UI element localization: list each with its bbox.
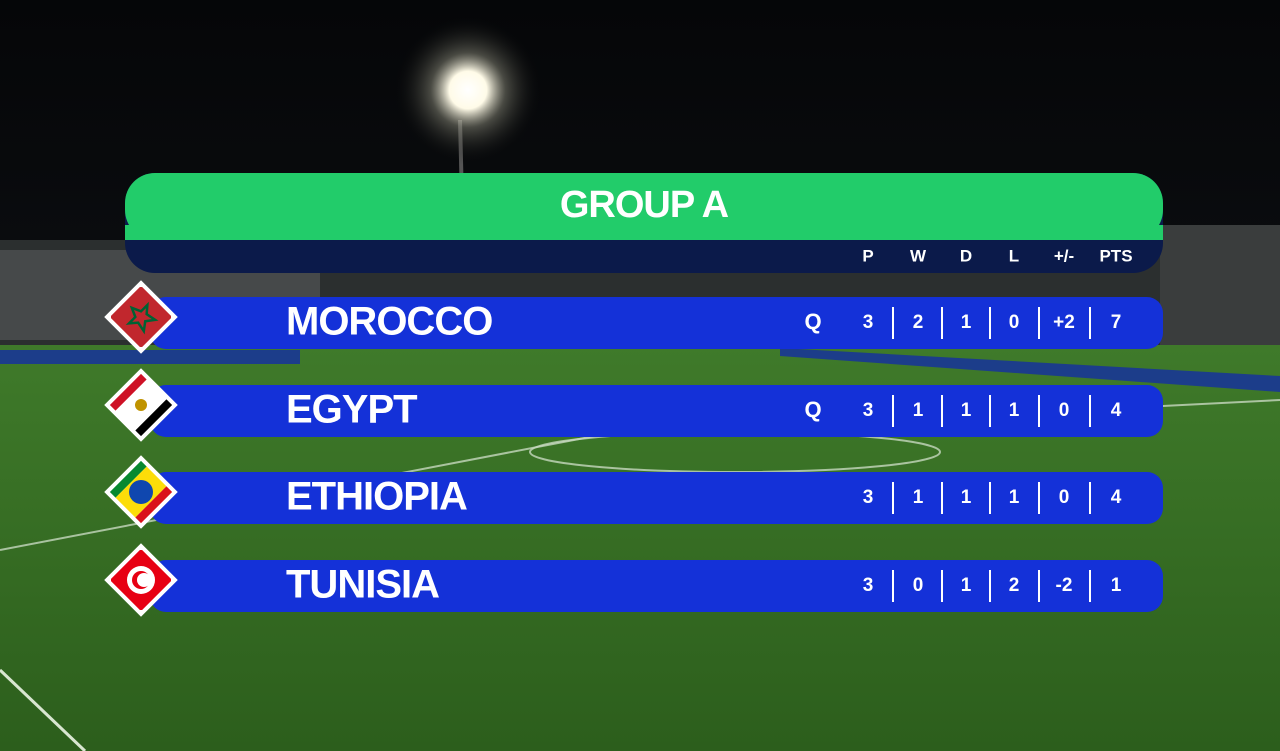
stat-value: 1 — [913, 400, 924, 421]
flag-crescent-cut — [137, 573, 151, 587]
column-header: PTS — [1099, 246, 1132, 265]
stat-value: 3 — [863, 400, 874, 421]
team-name: EGYPT — [286, 388, 417, 432]
row-bar — [150, 560, 1163, 612]
team-name: MOROCCO — [286, 300, 492, 344]
team-name: TUNISIA — [286, 563, 439, 607]
stat-value: 7 — [1111, 312, 1122, 333]
stat-value: 3 — [863, 575, 874, 596]
column-header: +/- — [1054, 246, 1074, 265]
stat-value: 0 — [1009, 312, 1020, 333]
flag-emblem — [129, 480, 153, 504]
column-header: P — [862, 246, 873, 265]
stat-value: 0 — [1059, 487, 1070, 508]
row-bar — [150, 472, 1163, 524]
stat-value: +2 — [1053, 312, 1075, 333]
stat-value: 4 — [1111, 400, 1122, 421]
column-header: W — [910, 246, 927, 265]
team-row: MOROCCO Q 3 2 1 0 +2 7 — [104, 280, 1163, 354]
stat-value: 0 — [913, 575, 924, 596]
qualified-mark: Q — [804, 397, 821, 422]
standings-graphic: GROUP A P W D L +/- PTS MOROCCO Q 3 2 1 0 +2 7 EGYPT Q… — [104, 173, 1163, 617]
stat-value: 1 — [961, 400, 972, 421]
stat-value: 1 — [961, 575, 972, 596]
stat-value: 2 — [913, 312, 924, 333]
stat-value: 1 — [1009, 487, 1020, 508]
team-row: TUNISIA 3 0 1 2 -2 1 — [104, 543, 1163, 617]
stat-value: 1 — [1009, 400, 1020, 421]
stat-value: 3 — [863, 487, 874, 508]
flag-star — [125, 301, 159, 335]
column-header: L — [1009, 246, 1019, 265]
stat-value: 1 — [961, 487, 972, 508]
group-title: GROUP A — [560, 184, 729, 226]
stat-value: 3 — [863, 312, 874, 333]
column-header: D — [960, 246, 972, 265]
stat-value: -2 — [1056, 575, 1073, 596]
stat-value: 1 — [1111, 575, 1122, 596]
stat-value: 0 — [1059, 400, 1070, 421]
row-bar — [150, 385, 1163, 437]
team-name: ETHIOPIA — [286, 475, 467, 519]
qualified-mark: Q — [804, 309, 821, 334]
stat-value: 1 — [961, 312, 972, 333]
stat-value: 4 — [1111, 487, 1122, 508]
stat-value: 2 — [1009, 575, 1020, 596]
flag-emblem — [135, 399, 147, 411]
title-bar — [125, 173, 1163, 240]
row-bar — [150, 297, 1163, 349]
stat-value: 1 — [913, 487, 924, 508]
